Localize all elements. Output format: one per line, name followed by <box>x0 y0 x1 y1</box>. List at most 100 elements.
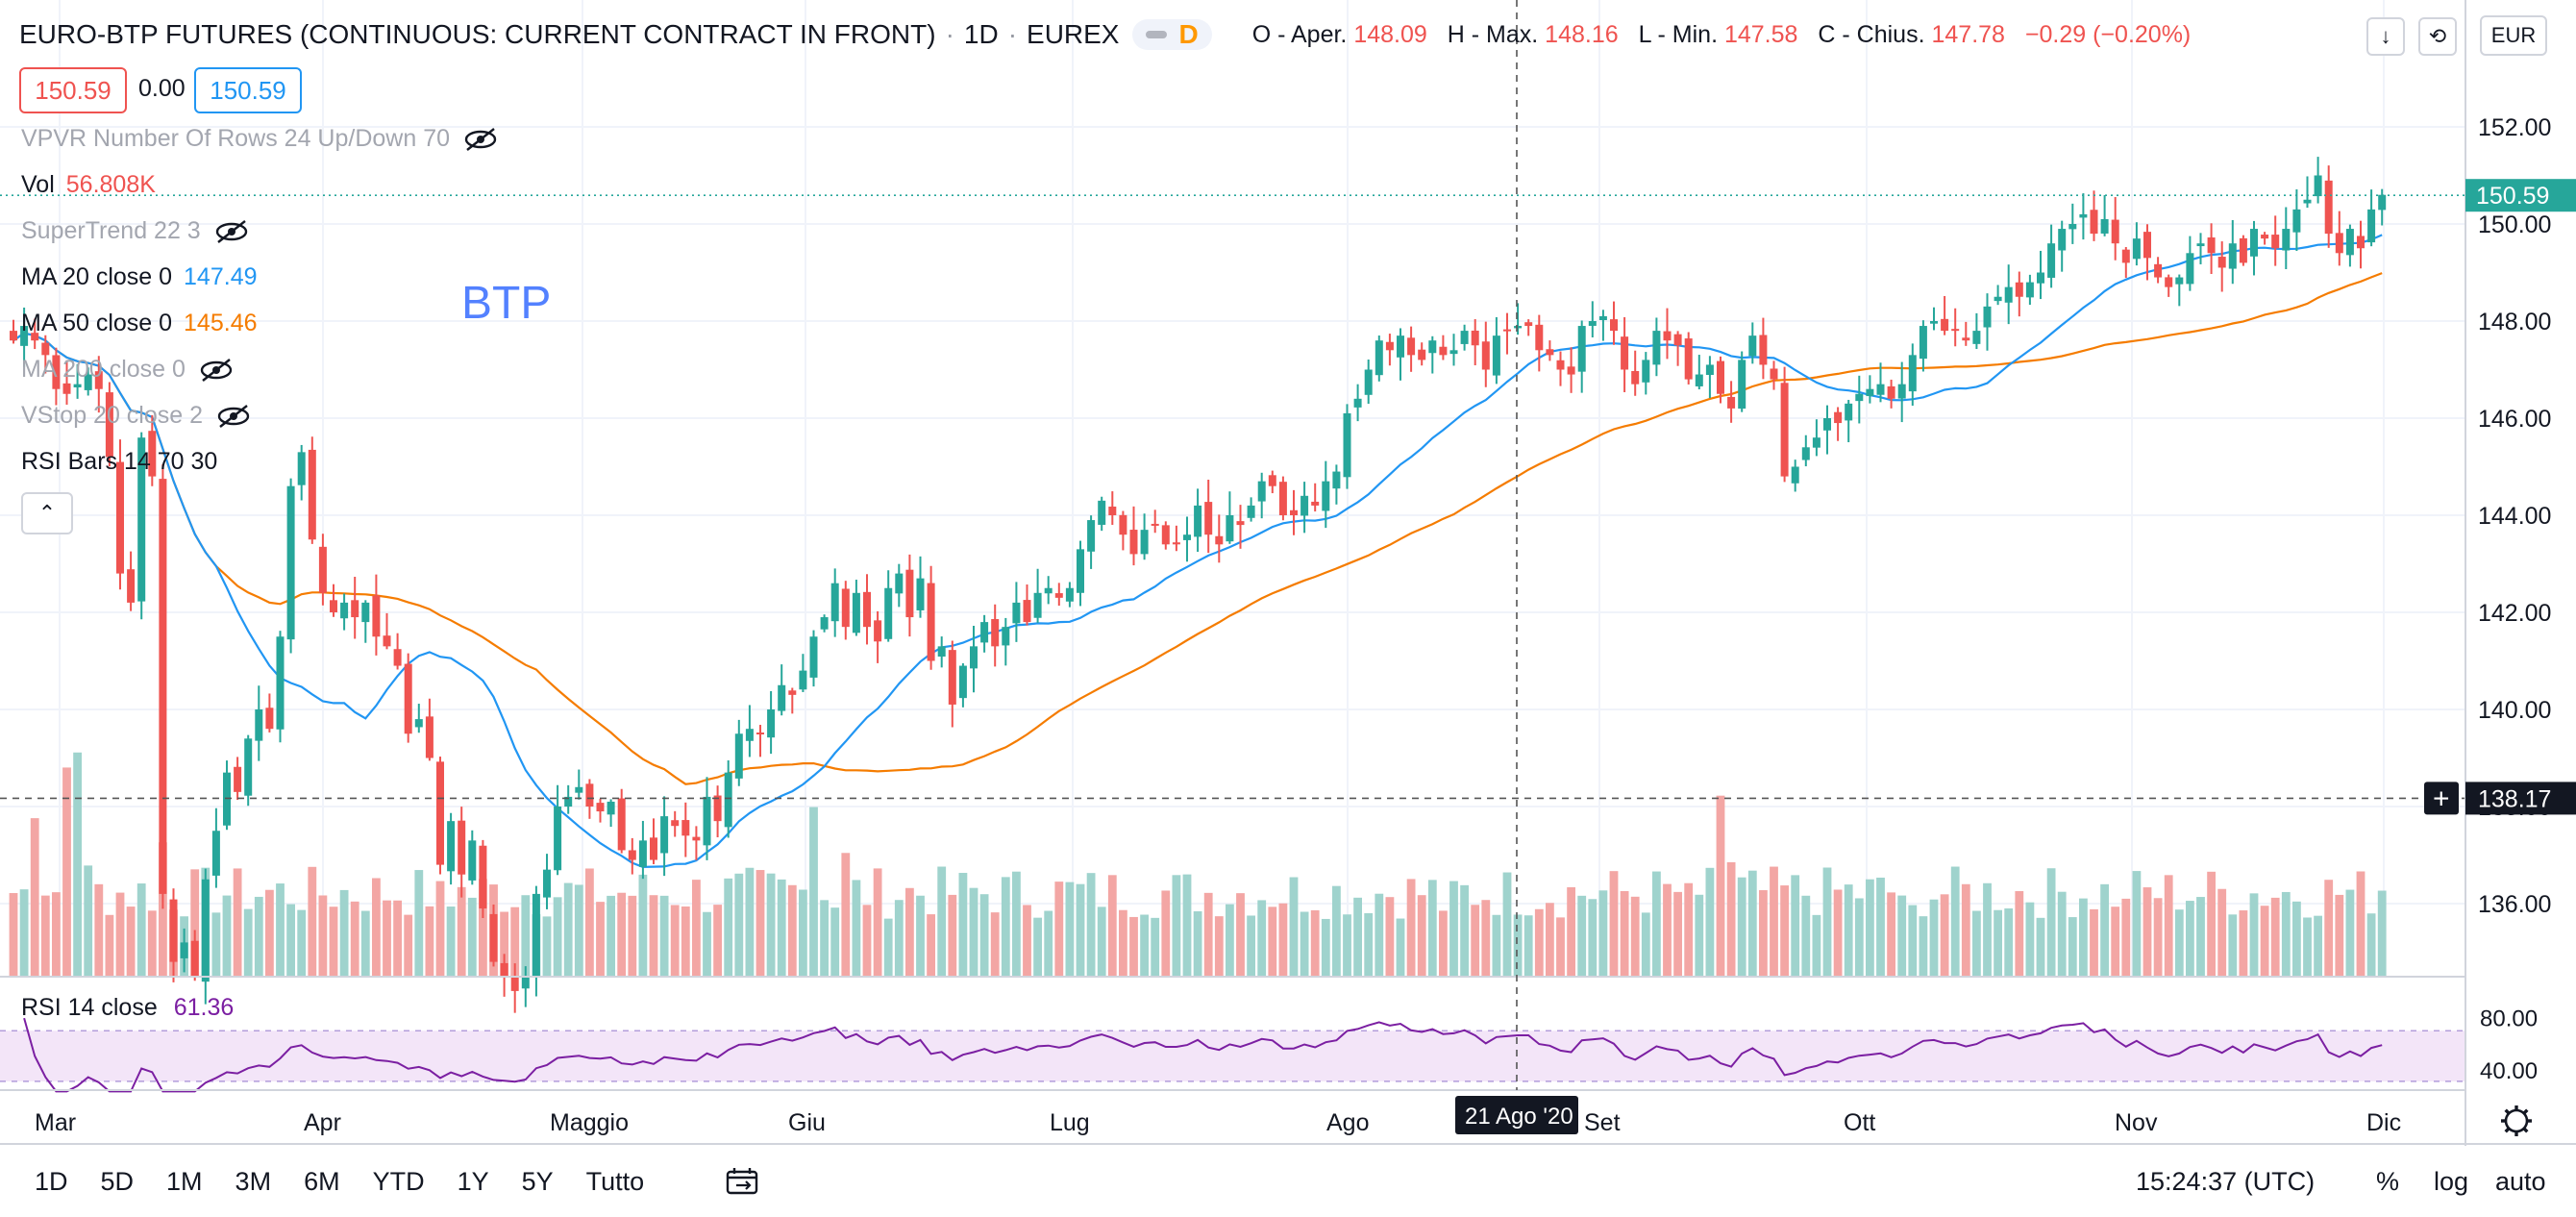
candle-body <box>778 684 786 711</box>
volume-bar <box>339 889 349 977</box>
date-range-button[interactable] <box>725 1166 761 1197</box>
indicator-supertrend[interactable]: SuperTrend 22 3 <box>21 217 251 245</box>
clock-utc[interactable]: 15:24:37 (UTC) <box>2136 1166 2316 1196</box>
timeframe-5d[interactable]: 5D <box>100 1166 135 1196</box>
volume-bar <box>94 883 104 977</box>
time-tick-label: Maggio <box>550 1109 629 1136</box>
indicator-rsibars[interactable]: RSI Bars 14 70 30 <box>21 448 217 476</box>
indicator-volume[interactable]: Vol 56.808K <box>21 171 156 199</box>
candle <box>1770 360 1778 390</box>
indicator-ma20[interactable]: MA 20 close 0 147.49 <box>21 263 258 291</box>
drawing-text-btp[interactable]: BTP <box>461 278 552 329</box>
timeframe-1m[interactable]: 1M <box>166 1166 203 1196</box>
download-button[interactable]: ↓ <box>2366 17 2405 56</box>
timeframe-6m[interactable]: 6M <box>304 1166 340 1196</box>
volume-bar <box>147 910 157 977</box>
candle <box>255 685 263 761</box>
candle-body <box>1204 502 1213 535</box>
eye-hidden-icon[interactable] <box>461 127 500 152</box>
eye-hidden-icon[interactable] <box>214 404 253 429</box>
volume-bar <box>1663 883 1672 977</box>
candle <box>1268 470 1276 494</box>
dots-icon <box>1146 31 1168 38</box>
indicator-ma200[interactable]: MA 200 close 0 <box>21 356 235 384</box>
vstop-label: VStop 20 close 2 <box>21 402 204 429</box>
volume-bar <box>1919 916 1928 977</box>
rsi-legend[interactable]: RSI 14 close 61.36 <box>21 994 234 1022</box>
timeframe-5y[interactable]: 5Y <box>521 1166 554 1196</box>
candle <box>820 614 829 633</box>
candle-body <box>361 602 370 623</box>
market-status-pill[interactable]: D <box>1132 19 1212 50</box>
volume-bar <box>745 867 755 977</box>
vol-value: 56.808K <box>65 171 156 198</box>
volume-bar <box>1994 909 2002 977</box>
volume-bar <box>1620 890 1629 977</box>
volume-bar <box>308 866 317 977</box>
volume-bar <box>2153 898 2163 977</box>
indicator-vstop[interactable]: VStop 20 close 2 <box>21 402 253 430</box>
eye-hidden-icon[interactable] <box>212 219 251 244</box>
volume-bar <box>670 905 680 977</box>
volume-bar <box>2196 897 2205 977</box>
candle <box>1652 317 1661 377</box>
candle-body <box>948 650 956 705</box>
volume-bar <box>542 916 552 977</box>
candle-body <box>692 836 701 841</box>
candle-body <box>286 485 295 640</box>
low-label: L - Min. <box>1638 20 1719 48</box>
currency-button[interactable]: EUR <box>2480 15 2547 56</box>
candle-body <box>436 761 444 865</box>
timeframe-1y[interactable]: 1Y <box>457 1166 489 1196</box>
candle-body <box>2357 236 2365 249</box>
timeframe-ytd[interactable]: YTD <box>372 1166 425 1196</box>
separator-dot: · <box>1007 19 1018 49</box>
candle-body <box>1845 403 1853 421</box>
indicator-vpvr[interactable]: VPVR Number Of Rows 24 Up/Down 70 <box>21 125 500 153</box>
timeframe-1d[interactable]: 1D <box>35 1166 68 1196</box>
eye-hidden-icon[interactable] <box>197 358 235 383</box>
candle <box>180 928 188 973</box>
candle-body <box>489 913 498 962</box>
candle <box>852 580 860 636</box>
sell-button[interactable]: 150.59 <box>19 67 127 113</box>
candle <box>607 799 615 828</box>
volume-bar <box>2314 915 2322 977</box>
timeframe-3m[interactable]: 3M <box>235 1166 272 1196</box>
collapse-legend-button[interactable]: ⌃ <box>21 492 73 534</box>
volume-bar <box>1609 871 1619 977</box>
volume-bar <box>937 866 947 977</box>
indicator-ma50[interactable]: MA 50 close 0 145.46 <box>21 310 258 337</box>
auto-scale-button[interactable]: auto <box>2495 1166 2546 1196</box>
candle <box>1428 335 1437 374</box>
volume-bar <box>1822 867 1832 977</box>
candle-body <box>2271 235 2280 249</box>
candle <box>1717 356 1724 404</box>
candle-body <box>1098 500 1106 525</box>
candle <box>2261 232 2269 245</box>
candle-body <box>713 795 722 822</box>
candle <box>1311 483 1320 512</box>
percent-scale-button[interactable]: % <box>2376 1166 2400 1196</box>
volume-bar <box>1449 881 1458 977</box>
candle <box>1503 312 1511 355</box>
volume-bar <box>1492 914 1501 977</box>
candle-body <box>734 733 743 779</box>
candle <box>2196 233 2205 264</box>
candle-body <box>1140 530 1149 555</box>
volume-bar <box>500 911 508 977</box>
candle-body <box>1908 355 1917 392</box>
candle-body <box>991 619 1000 647</box>
replay-button[interactable]: ⟲ <box>2418 17 2457 56</box>
volume-bar <box>1226 904 1234 977</box>
interval-label[interactable]: 1D <box>963 19 999 49</box>
candle-body <box>1812 437 1821 448</box>
symbol-title[interactable]: EURO-BTP FUTURES (CONTINUOUS: CURRENT CO… <box>19 19 936 49</box>
candle <box>1151 509 1159 534</box>
timeframe-all[interactable]: Tutto <box>585 1166 645 1196</box>
buy-button[interactable]: 150.59 <box>194 67 302 113</box>
volume-bar <box>734 873 744 977</box>
log-scale-button[interactable]: log <box>2434 1166 2469 1196</box>
volume-bar <box>360 910 370 977</box>
